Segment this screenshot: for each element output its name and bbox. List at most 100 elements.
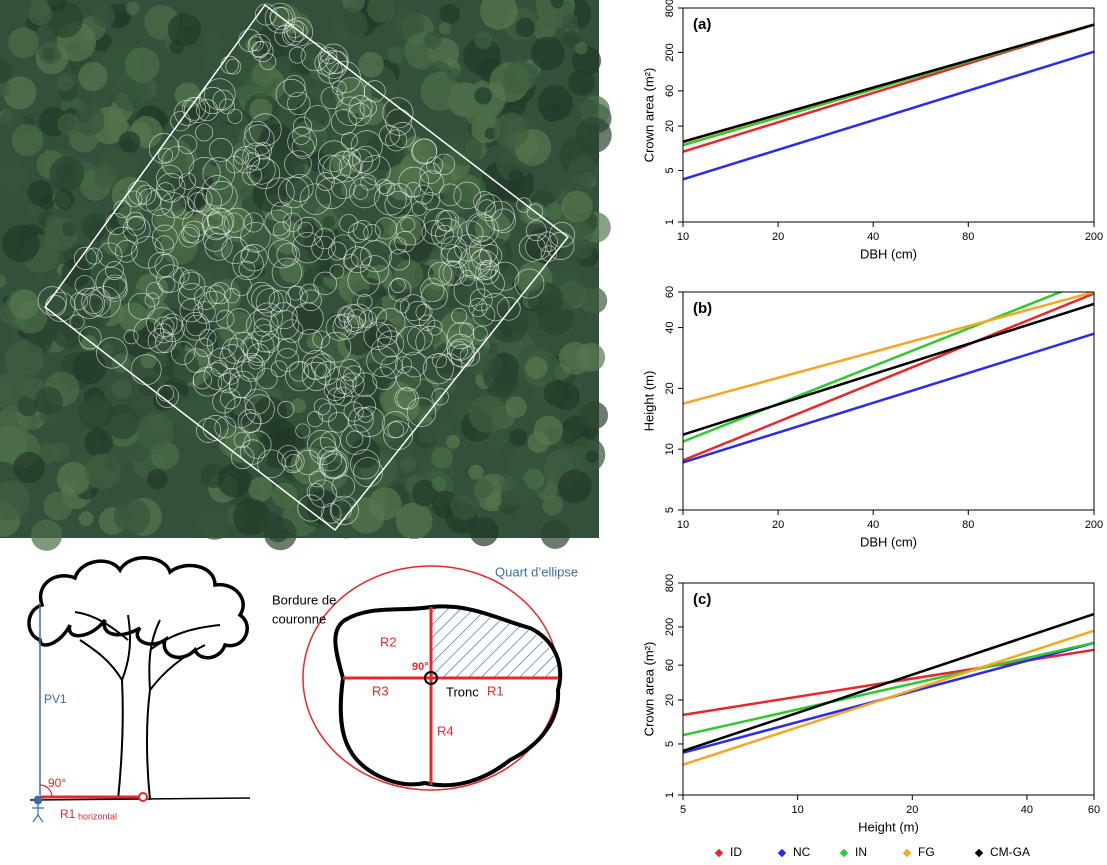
canopy <box>57 113 80 136</box>
crown-outline <box>212 390 236 414</box>
crown-outline <box>448 340 469 360</box>
canopy <box>562 12 578 29</box>
crown-outline <box>318 140 350 172</box>
crown-outline <box>386 183 413 209</box>
crown-outline <box>151 208 175 232</box>
canopy <box>123 328 152 357</box>
canopy <box>525 356 548 379</box>
crown-outline <box>459 270 476 286</box>
crown-outline <box>74 287 105 319</box>
canopy <box>62 323 79 340</box>
tree-diagram <box>27 556 251 823</box>
canopy <box>328 368 345 385</box>
crown-outline <box>328 60 361 94</box>
canopy <box>293 304 324 335</box>
crown-outline <box>285 174 314 202</box>
crown-outline <box>331 80 347 96</box>
person-head <box>33 795 43 805</box>
crown-outline <box>309 437 338 466</box>
canopy <box>156 139 194 176</box>
crown-outline <box>193 286 218 310</box>
canopy <box>78 61 108 91</box>
crown-outline <box>292 231 324 264</box>
crown-outline <box>396 326 426 356</box>
crown-outline <box>346 430 364 448</box>
canopy <box>26 204 41 219</box>
legend-label: CM-GA <box>990 845 1030 859</box>
crown-outline <box>395 356 413 374</box>
y-tick-label: 1 <box>664 219 676 225</box>
canopy <box>194 204 226 235</box>
canopy <box>447 131 482 167</box>
canopy <box>56 462 91 496</box>
crown-outline <box>471 249 492 270</box>
crown-outline <box>348 148 373 173</box>
crown-diagram <box>302 565 563 791</box>
crown-outline <box>182 96 206 121</box>
crown-outline <box>286 20 308 42</box>
canopy <box>84 453 121 490</box>
canopy <box>392 8 425 41</box>
fit-line <box>683 292 1094 462</box>
crown-outline <box>133 317 165 349</box>
y-tick-label: 60 <box>664 85 676 97</box>
canopy <box>236 85 253 102</box>
crown-outline <box>399 294 427 321</box>
crown-outline <box>475 193 503 222</box>
canopy <box>203 52 228 76</box>
canopy <box>218 311 255 347</box>
crown-outline <box>368 306 387 326</box>
crown-outline <box>525 220 547 242</box>
crown-outline <box>156 164 184 192</box>
canopy <box>249 98 273 122</box>
crown-outline <box>297 494 325 522</box>
crown-outline <box>177 134 198 155</box>
crown-outline <box>518 234 547 262</box>
x-tick-label: 40 <box>867 231 879 243</box>
border-label: Bordure de <box>272 592 336 607</box>
crown-outline <box>406 397 437 427</box>
canopy <box>93 165 117 190</box>
radius-label: R1 <box>60 807 76 821</box>
crown-outline <box>468 297 488 317</box>
crown-outline <box>283 17 314 47</box>
canopy <box>366 0 395 23</box>
crown-outline <box>225 58 242 75</box>
crown-outline <box>430 217 463 250</box>
crown-outline <box>153 316 175 337</box>
canopy <box>580 287 608 314</box>
canopy <box>78 511 94 527</box>
height-label: PV1 <box>44 692 67 706</box>
crown-outline <box>292 126 311 145</box>
crown-outline <box>215 309 235 329</box>
crown-outline <box>396 387 419 410</box>
crown-outline <box>453 181 481 210</box>
crown-outline <box>285 19 304 38</box>
canopy <box>73 104 105 136</box>
crown-outline <box>490 261 520 291</box>
canopy <box>358 51 384 78</box>
crown-outline <box>343 401 364 422</box>
aerial-photo <box>0 0 612 551</box>
crown-outline <box>280 319 304 343</box>
trunk-branches <box>74 611 221 801</box>
crown-outline <box>347 264 380 297</box>
crown-outline <box>316 172 336 191</box>
crown-outline <box>313 398 331 416</box>
canopy <box>0 82 11 97</box>
legend-marker <box>974 848 984 858</box>
crown-outline <box>396 366 422 392</box>
crown-outline <box>421 191 440 211</box>
crown-outline <box>324 366 357 399</box>
legend-marker <box>777 848 787 858</box>
canopy <box>92 4 116 28</box>
crown-outline <box>426 156 444 174</box>
crown-outline <box>351 145 380 174</box>
crown-outline <box>248 354 264 370</box>
crown-outline <box>244 120 270 147</box>
crown-outline <box>353 184 369 200</box>
y-tick-label: 20 <box>664 120 676 132</box>
crown-outline <box>242 330 275 363</box>
crown-outline <box>343 365 365 387</box>
crown-outline <box>292 116 312 136</box>
